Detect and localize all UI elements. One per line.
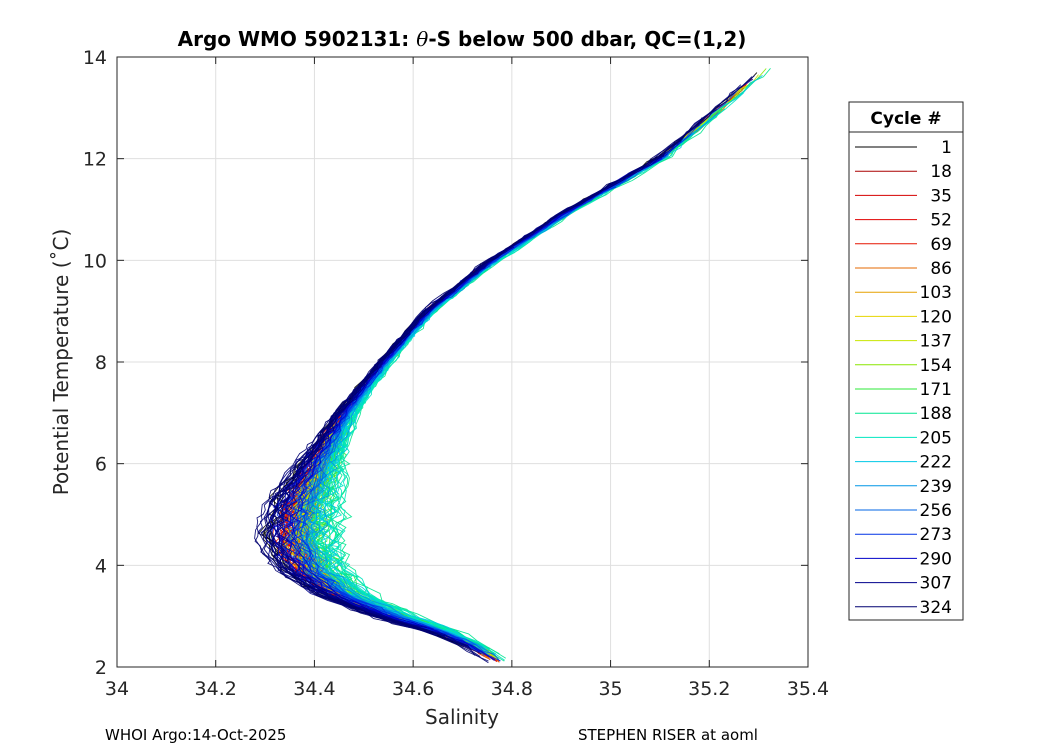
x-tick-label: 34.2 bbox=[195, 678, 237, 700]
legend-label-52: 52 bbox=[930, 211, 952, 231]
profile-line-cycle-239 bbox=[308, 112, 720, 631]
legend-label-1: 1 bbox=[941, 138, 952, 158]
y-tick-label: 8 bbox=[95, 352, 107, 374]
legend-label-137: 137 bbox=[920, 332, 952, 352]
x-axis-ticks: 34 34.2 34.4 34.6 34.8 35 35.2 35.4 bbox=[105, 57, 829, 700]
x-tick-label: 35 bbox=[598, 678, 622, 700]
legend-label-324: 324 bbox=[920, 598, 952, 618]
legend-label-18: 18 bbox=[930, 162, 952, 182]
legend: Cycle # 1 18 35 52 69 86 103 120 137 154 171 188 205… bbox=[848, 101, 964, 621]
legend-label-307: 307 bbox=[920, 574, 952, 594]
legend-label-256: 256 bbox=[920, 501, 952, 521]
y-tick-label: 2 bbox=[95, 657, 107, 679]
y-tick-label: 10 bbox=[83, 250, 107, 272]
legend-label-239: 239 bbox=[920, 477, 952, 497]
y-tick-label: 4 bbox=[95, 555, 107, 577]
profile-line-cycle-324 bbox=[260, 76, 753, 662]
legend-label-188: 188 bbox=[920, 404, 952, 424]
grid-lines bbox=[117, 57, 808, 667]
legend-label-120: 120 bbox=[920, 307, 952, 327]
footer-right: STEPHEN RISER at aoml bbox=[578, 726, 758, 744]
legend-label-103: 103 bbox=[920, 283, 952, 303]
y-tick-label: 6 bbox=[95, 454, 107, 476]
x-tick-label: 35.2 bbox=[688, 678, 730, 700]
legend-label-154: 154 bbox=[920, 356, 952, 376]
x-tick-label: 34.8 bbox=[491, 678, 533, 700]
chart-title: Argo WMO 5902131: θ-S below 500 dbar, QC… bbox=[178, 27, 747, 51]
legend-label-222: 222 bbox=[920, 453, 952, 473]
y-tick-label: 14 bbox=[83, 47, 107, 69]
x-tick-label: 34.6 bbox=[392, 678, 434, 700]
profile-line-cycle-307 bbox=[278, 262, 489, 646]
y-axis-ticks: 2 4 6 8 10 12 14 bbox=[83, 47, 808, 679]
legend-label-205: 205 bbox=[920, 428, 952, 448]
legend-label-35: 35 bbox=[930, 186, 952, 206]
profile-line-cycle-324 bbox=[271, 182, 612, 637]
footer-left: WHOI Argo:14-Oct-2025 bbox=[105, 726, 287, 744]
profile-line-cycle-290 bbox=[290, 140, 682, 661]
y-axis-label: Potential Temperature (˚C) bbox=[49, 229, 73, 496]
legend-title: Cycle # bbox=[870, 109, 941, 129]
legend-label-86: 86 bbox=[930, 259, 952, 279]
x-tick-label: 35.4 bbox=[787, 678, 829, 700]
legend-box bbox=[848, 101, 964, 621]
legend-label-273: 273 bbox=[920, 525, 952, 545]
legend-label-171: 171 bbox=[920, 380, 952, 400]
legend-label-290: 290 bbox=[920, 549, 952, 569]
y-tick-label: 12 bbox=[83, 149, 107, 171]
profile-lines bbox=[254, 68, 771, 664]
legend-entries: 1 18 35 52 69 86 103 120 137 154 171 188 205 222 239 25… bbox=[855, 138, 952, 618]
profile-line-cycle-290 bbox=[289, 157, 663, 630]
legend-label-69: 69 bbox=[930, 235, 952, 255]
x-tick-label: 34.4 bbox=[293, 678, 335, 700]
profile-line-cycle-324 bbox=[254, 84, 742, 664]
x-axis-label: Salinity bbox=[425, 705, 499, 729]
profile-line-cycle-205 bbox=[334, 284, 469, 631]
x-tick-label: 34 bbox=[105, 678, 129, 700]
